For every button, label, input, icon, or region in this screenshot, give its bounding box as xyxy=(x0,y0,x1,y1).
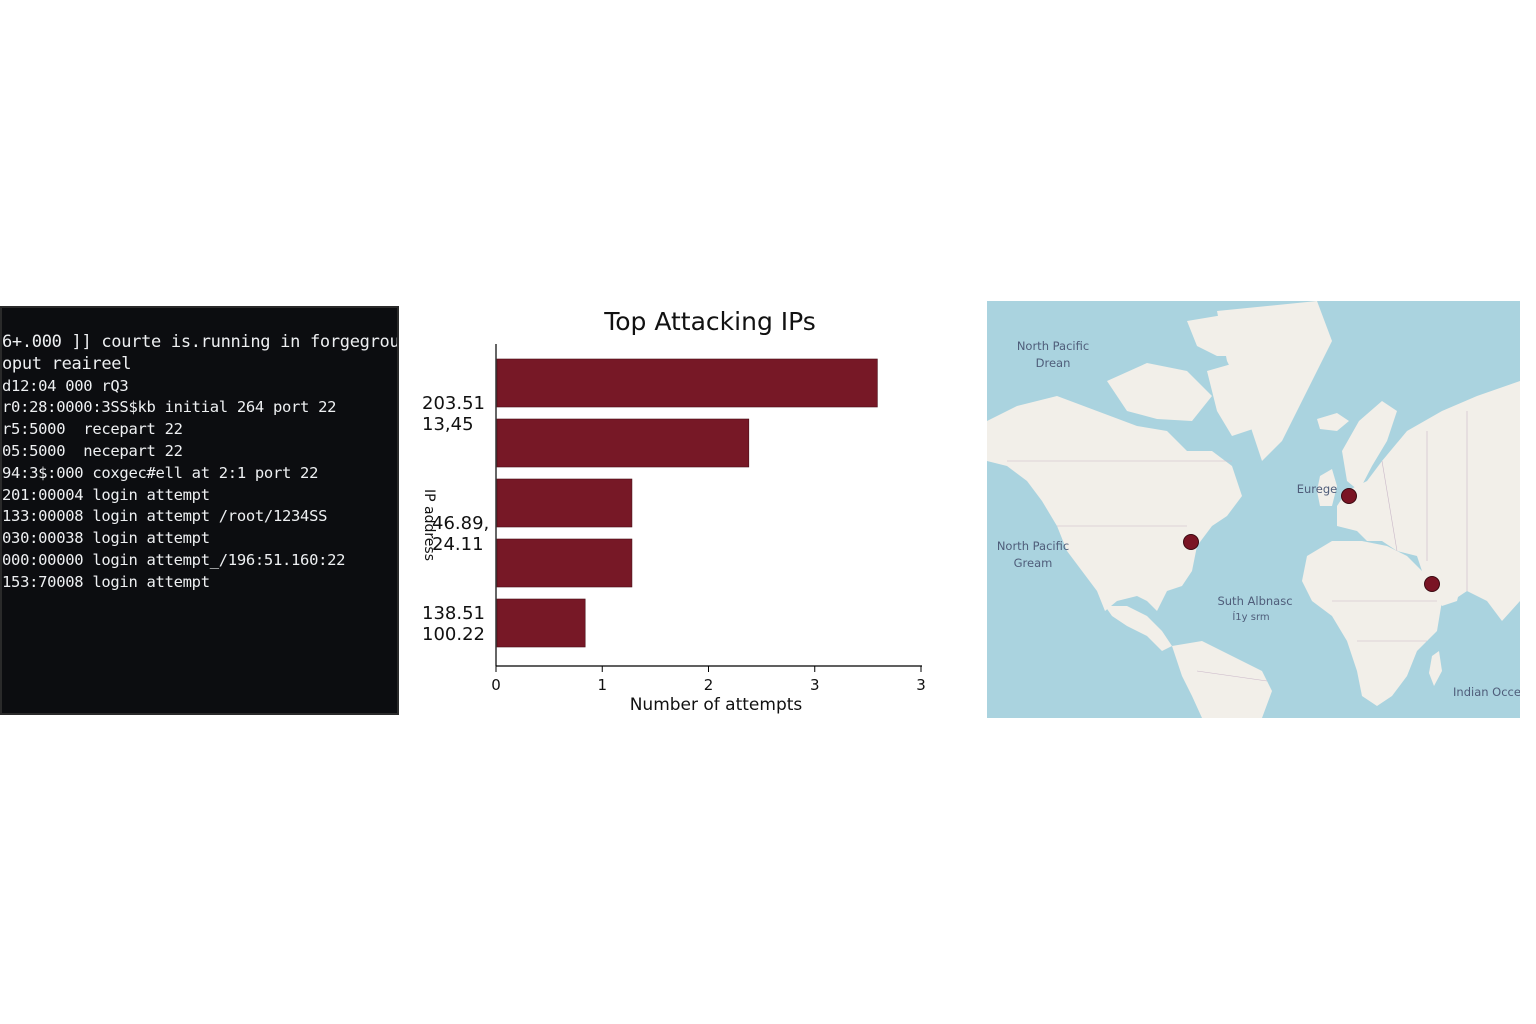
usa-east-marker[interactable] xyxy=(1183,534,1199,550)
y-tick-label-2-1: 100.22 xyxy=(422,624,485,645)
y-tick-label-1-0: 46.89, xyxy=(432,513,489,534)
land-eurasia xyxy=(1337,381,1520,621)
map-svg: North Pacific Drean North Pacific Gream … xyxy=(987,301,1520,718)
attack-chart: Top Attacking IPs 0 1 2 3 3 203.51 13,45 46.89… xyxy=(410,300,950,720)
label-north-pacific-top-2: Drean xyxy=(1036,356,1071,370)
terminal-line: r5:5000 recepart 22 xyxy=(2,420,183,439)
world-map[interactable]: North Pacific Drean North Pacific Gream … xyxy=(987,301,1520,718)
label-north-pacific-bottom-1: North Pacific xyxy=(997,539,1069,553)
land-africa xyxy=(1302,541,1442,706)
x-axis-label: Number of attempts xyxy=(630,695,803,715)
y-tick-label-0-0: 203.51 xyxy=(422,393,485,414)
x-tick-label-2: 2 xyxy=(704,676,714,694)
y-tick-label-2-0: 138.51 xyxy=(422,603,485,624)
land-britain xyxy=(1317,469,1337,506)
terminal-line: 05:5000 necepart 22 xyxy=(2,441,183,460)
land-south-america xyxy=(1172,641,1272,718)
terminal-window: 6+.000 ]] courte is.running in forgegrou… xyxy=(0,306,399,715)
terminal-line: 153:70008 login attempt xyxy=(2,572,210,591)
terminal-line: d12:04 000 rQ3 xyxy=(2,376,129,395)
terminal-line: 000:00000 login attempt_/196:51.160:22 xyxy=(2,550,346,569)
land-arctic-islands xyxy=(1107,363,1212,421)
bar-0 xyxy=(496,358,878,408)
country-borders xyxy=(1007,411,1468,682)
bar-4 xyxy=(496,598,586,648)
terminal-output: 6+.000 ]] courte is.running in forgegrou… xyxy=(2,332,397,594)
europe-marker[interactable] xyxy=(1341,488,1357,504)
x-tick-label-0: 0 xyxy=(491,676,501,694)
land-arabia xyxy=(1417,556,1462,606)
label-south-atlantic-2: Í1y srm xyxy=(1232,610,1269,623)
bar-3 xyxy=(496,538,633,588)
land-iceland xyxy=(1317,413,1349,431)
label-north-pacific-bottom-2: Gream xyxy=(1014,556,1053,570)
terminal-line: 133:00008 login attempt /root/1234SS xyxy=(2,507,328,526)
label-south-atlantic-1: Suth Albnasc xyxy=(1217,594,1292,608)
land-madagascar xyxy=(1429,651,1442,686)
label-north-pacific-top-1: North Pacific xyxy=(1017,339,1089,353)
land-north-america xyxy=(987,396,1242,611)
x-tick-label-4: 3 xyxy=(916,676,926,694)
label-indian-ocean: Indian Occe xyxy=(1453,685,1520,699)
land-central-america xyxy=(1105,606,1172,651)
y-axis-label: IP address xyxy=(421,489,437,561)
bar-1 xyxy=(496,418,750,468)
terminal-line: 94:3$:000 coxgec#ell at 2:1 port 22 xyxy=(2,463,319,482)
terminal-line: r0:28:0000:3SS$kb initial 264 port 22 xyxy=(2,398,337,417)
terminal-line: oput reaireel xyxy=(2,353,132,374)
middle-east-marker[interactable] xyxy=(1424,576,1440,592)
bar-2 xyxy=(496,478,633,528)
landmasses xyxy=(987,301,1520,718)
y-tick-label-0-1: 13,45 xyxy=(422,414,474,435)
chart-title: Top Attacking IPs xyxy=(603,307,816,336)
terminal-line: 201:00004 login attempt xyxy=(2,485,210,504)
x-tick-label-1: 1 xyxy=(597,676,607,694)
land-greenland xyxy=(1217,301,1332,461)
label-europe: Eurege xyxy=(1297,482,1337,496)
terminal-line: 030:00038 login attempt xyxy=(2,529,210,548)
land-scandinavia xyxy=(1342,401,1397,491)
y-tick-label-1-1: 24.11 xyxy=(432,534,484,555)
x-tick-label-3: 3 xyxy=(810,676,820,694)
terminal-line: 6+.000 ]] courte is.running in forgegrou… xyxy=(2,332,397,352)
